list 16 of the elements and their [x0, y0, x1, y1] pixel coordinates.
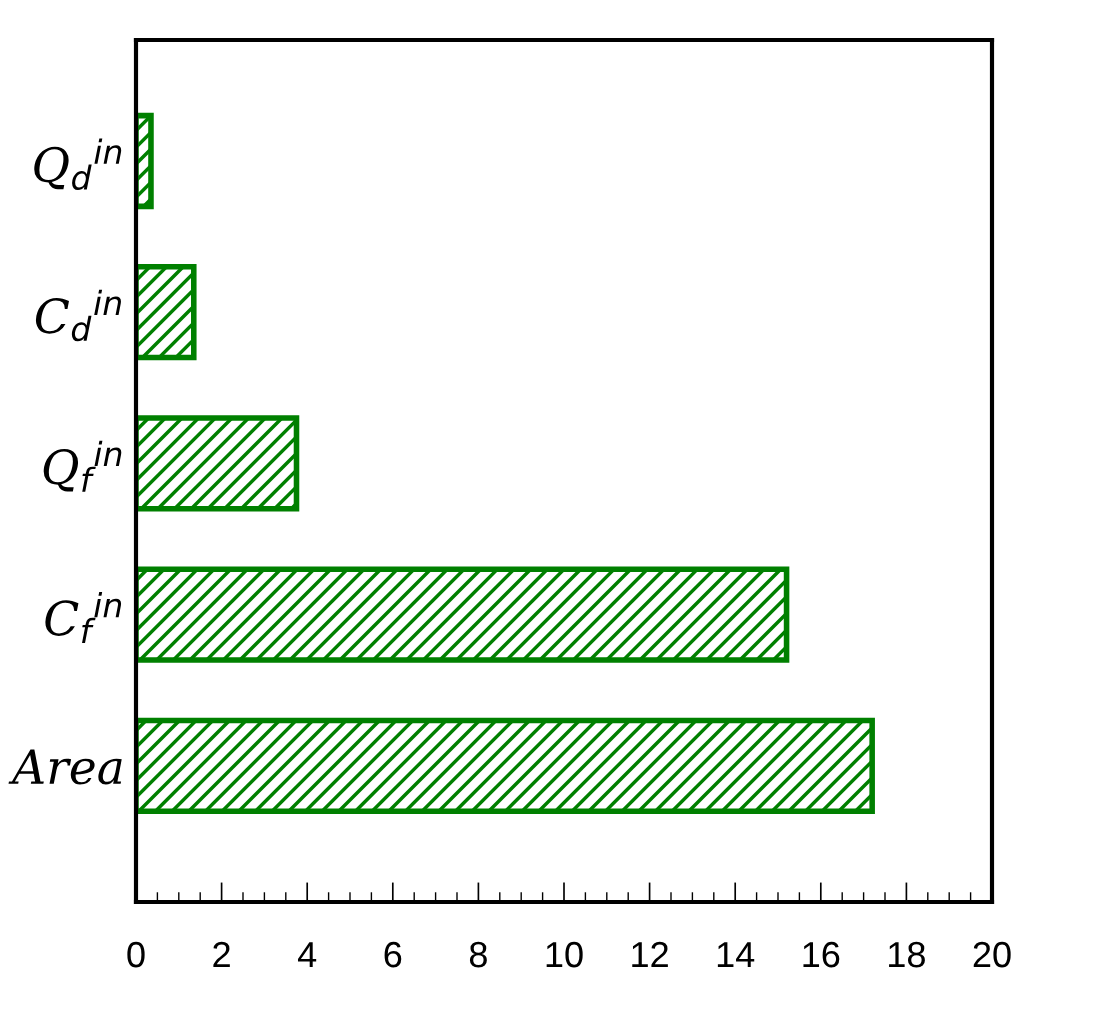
- x-tick-label: 0: [127, 941, 145, 968]
- x-tick-label: 4: [297, 942, 317, 968]
- y-tick-label: C$_{f}$$^{in}$: [45, 592, 122, 643]
- y-tick-label: Q$_{f}$$^{in}$: [43, 440, 122, 492]
- x-tick-label: 12: [632, 941, 668, 968]
- x-tick-label: 10: [546, 941, 583, 968]
- x-tick-label: 2: [213, 941, 230, 968]
- x-tick-label: 6: [384, 941, 402, 968]
- x-tick-label: 8: [469, 941, 487, 968]
- x-tick-label: 18: [889, 941, 925, 968]
- x-tick-label: 16: [803, 941, 840, 968]
- x-tick-label: 20: [973, 941, 1011, 968]
- y-tick-label: C$_{d}$$^{in}$: [35, 289, 121, 342]
- y-tick-label: Q$_{d}$$^{in}$: [34, 138, 122, 191]
- y-tick-label: Area: [8, 749, 122, 785]
- x-tick-label: 14: [717, 942, 755, 968]
